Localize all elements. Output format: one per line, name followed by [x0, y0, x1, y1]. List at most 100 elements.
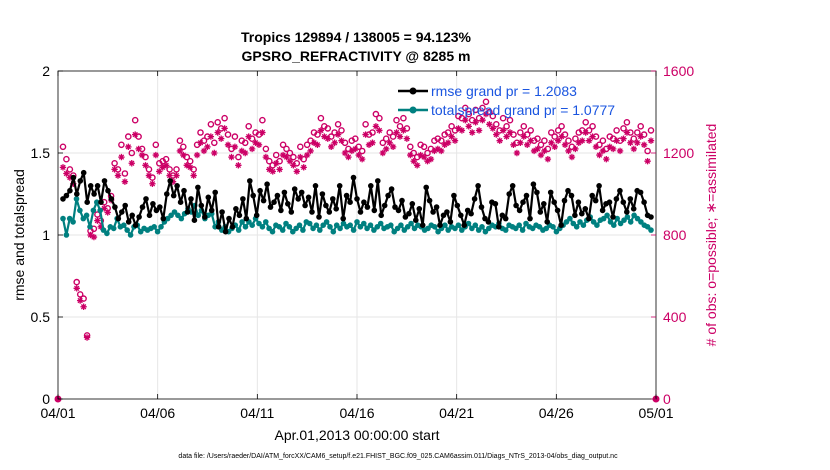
rmse-point: [423, 184, 430, 191]
assimilated-point: [407, 151, 414, 159]
rmse-point: [617, 187, 623, 194]
rmse-point: [454, 202, 461, 209]
assimilated-point: [217, 135, 225, 142]
spread-point: [269, 228, 276, 235]
assimilated-point: [221, 125, 228, 132]
rmse-point: [444, 209, 450, 215]
rmse-point: [409, 201, 416, 207]
rmse-point: [516, 207, 523, 214]
rmse-point: [250, 192, 256, 199]
rmse-point: [177, 199, 184, 205]
rmse-point: [582, 206, 589, 212]
rmse-point: [544, 219, 550, 225]
assimilated-point: [355, 151, 362, 159]
assimilated-point: [235, 162, 242, 169]
rmse-point: [364, 204, 371, 210]
possible-point: [372, 110, 380, 118]
assimilated-point: [193, 151, 201, 159]
possible-point: [200, 137, 208, 144]
possible-point: [630, 135, 638, 142]
rmse-point: [347, 199, 353, 205]
assimilated-point: [242, 149, 249, 157]
rmse-point: [115, 215, 122, 222]
rmse-point: [599, 207, 606, 214]
possible-point: [403, 125, 411, 132]
rmse-point: [253, 212, 260, 219]
possible-point: [228, 145, 235, 153]
spread-point: [367, 222, 374, 228]
rmse-point: [247, 178, 253, 184]
spread-point: [567, 215, 573, 222]
spread-point: [455, 222, 462, 228]
spread-point: [242, 224, 249, 230]
rmse-point: [74, 191, 80, 197]
assimilated-point: [372, 123, 380, 130]
possible-point: [351, 135, 359, 142]
possible-point: [279, 141, 287, 149]
assimilated-point: [200, 147, 208, 155]
possible-point: [541, 137, 548, 144]
rmse-point: [243, 215, 250, 222]
assimilated-point: [138, 151, 146, 159]
possible-point: [465, 110, 473, 118]
rmse-point: [330, 196, 336, 202]
assimilated-point: [623, 129, 631, 136]
rmse-point: [361, 199, 367, 205]
assimilated-point: [424, 158, 431, 165]
possible-point: [80, 295, 87, 302]
rmse-point: [627, 196, 634, 202]
assimilated-point: [156, 168, 163, 175]
possible-point: [290, 153, 297, 161]
x-tick-label: 04/26: [539, 405, 574, 421]
rmse-point: [430, 209, 436, 215]
rmse-point: [513, 202, 519, 209]
possible-point: [59, 143, 67, 151]
assimilated-point: [283, 153, 290, 161]
assimilated-point: [462, 117, 469, 124]
chart-title: Tropics 129894 / 138005 = 94.123%: [241, 29, 472, 45]
assimilated-point: [334, 131, 342, 138]
rmse-point: [174, 183, 180, 189]
rmse-point: [260, 197, 267, 204]
possible-point: [472, 106, 479, 114]
x-axis-label: Apr.01,2013 00:00:00 start: [274, 427, 439, 443]
spread-point: [377, 220, 384, 227]
assimilated-point: [482, 110, 490, 118]
possible-point: [338, 127, 345, 134]
assimilated-point: [169, 178, 177, 185]
spread-point: [124, 227, 130, 233]
rmse-point: [589, 192, 595, 199]
rmse-point: [509, 183, 516, 189]
possible-point: [221, 114, 228, 122]
rmse-point: [271, 199, 277, 205]
rmse-point: [378, 212, 385, 219]
possible-point: [128, 149, 136, 157]
assimilated-point: [176, 147, 184, 155]
possible-point: [582, 119, 590, 126]
possible-point: [486, 108, 493, 116]
assimilated-point: [479, 117, 486, 124]
possible-point: [331, 129, 338, 136]
possible-point: [420, 143, 428, 151]
assimilated-point: [269, 168, 276, 175]
assimilated-point: [365, 141, 373, 148]
possible-point: [427, 145, 435, 153]
rmse-point: [323, 202, 329, 209]
possible-point: [111, 159, 118, 167]
rmse-point: [312, 183, 319, 189]
rmse-point: [447, 219, 454, 225]
assimilated-point: [582, 129, 589, 136]
assimilated-point: [541, 147, 548, 155]
spread-point: [158, 224, 164, 230]
assimilated-point: [537, 151, 545, 159]
assimilated-point: [204, 143, 211, 151]
y-left-tick-label: 0: [42, 391, 50, 407]
assimilated-point: [114, 172, 122, 179]
rmse-point: [492, 201, 499, 207]
possible-point: [585, 127, 593, 134]
possible-point: [262, 145, 270, 153]
rmse-point: [388, 186, 395, 192]
rmse-point: [336, 183, 343, 189]
rmse-point: [547, 189, 554, 196]
y-right-tick-label: 400: [663, 309, 687, 325]
